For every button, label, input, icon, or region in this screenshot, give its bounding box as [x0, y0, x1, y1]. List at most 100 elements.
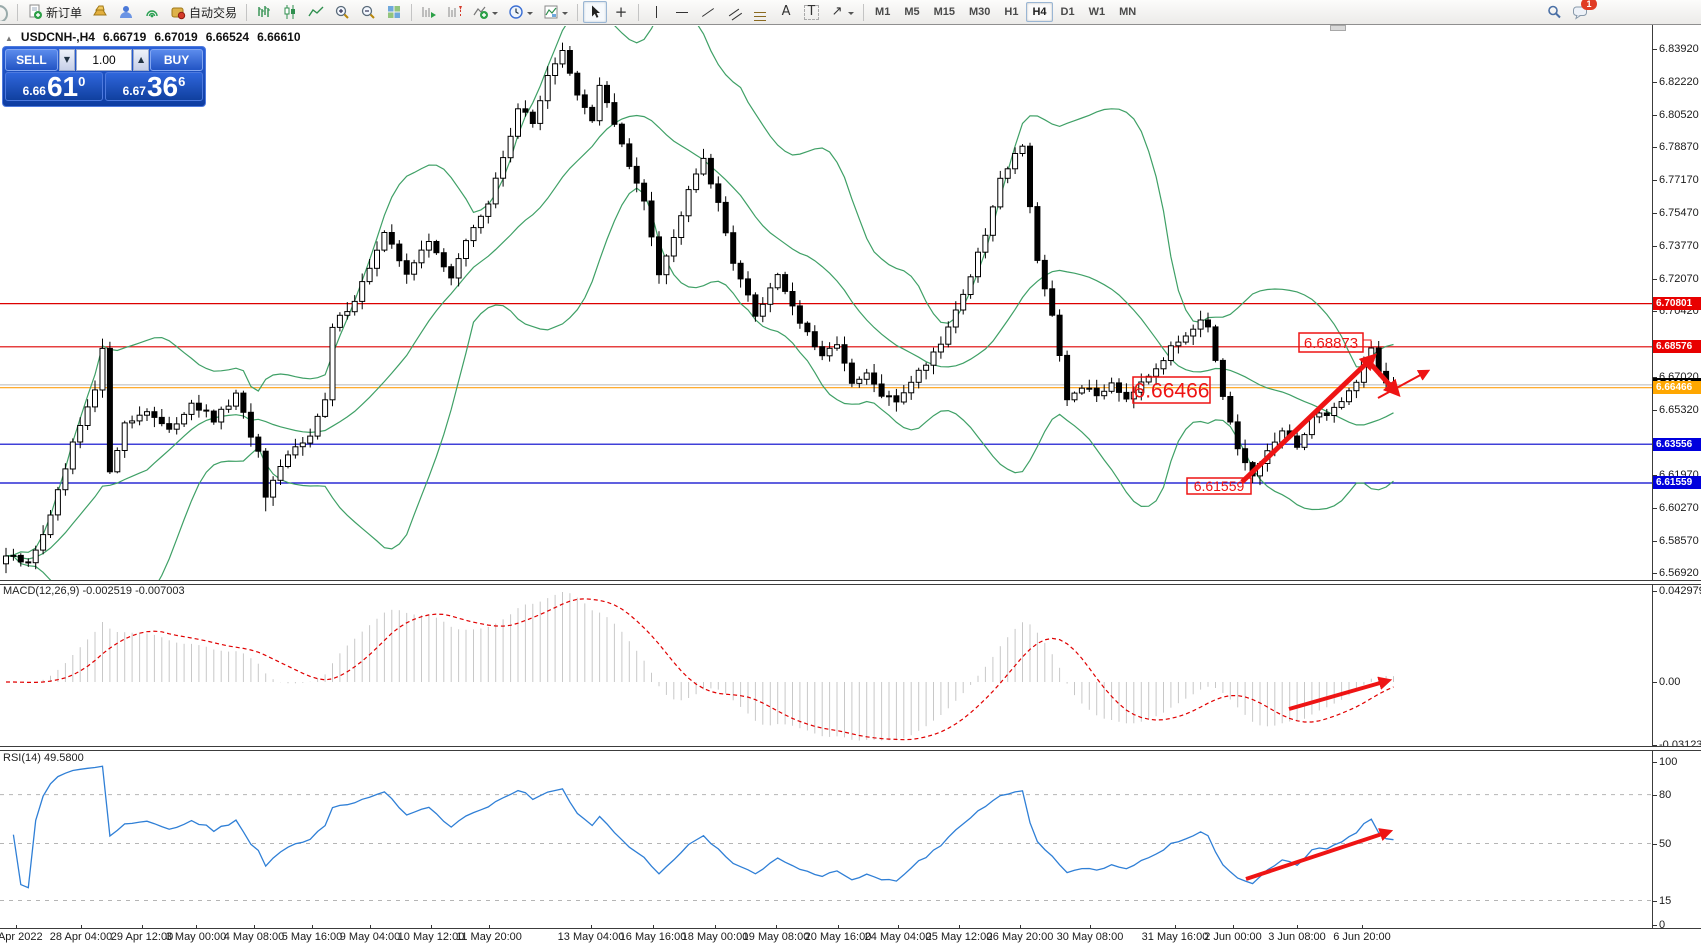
timeframe-h1[interactable]: H1 [1004, 6, 1019, 18]
cursor-tool-button[interactable] [583, 1, 608, 23]
templates-icon [543, 4, 559, 20]
trend-arrow-4[interactable] [1288, 676, 1393, 711]
cursor-icon [587, 4, 603, 20]
auto-scroll-icon [421, 4, 437, 20]
ohlc-high: 6.67019 [154, 30, 198, 44]
ohlc-low: 6.66524 [205, 30, 250, 44]
volume-input[interactable] [76, 49, 132, 71]
price-annotation-text: 6.66466 [1134, 380, 1210, 403]
symbol-title: USDCNH-,H4 [20, 30, 95, 44]
candlestick-chart-button[interactable] [278, 1, 302, 23]
chevron-down-icon [848, 11, 855, 18]
timeframe-m1[interactable]: M1 [875, 6, 891, 18]
pane-splitter-rsi[interactable] [0, 746, 1701, 751]
sell-price-sup: 0 [78, 74, 86, 89]
trendline-tool-button[interactable] [696, 1, 720, 23]
autotrading-label: 自动交易 [189, 5, 238, 20]
fibonacci-icon [752, 4, 768, 20]
main-price-pane[interactable] [0, 8, 1652, 627]
text-label-tool-button[interactable]: T [800, 1, 823, 23]
zoom-out-button[interactable] [356, 1, 380, 23]
line-chart-button[interactable] [304, 1, 328, 23]
tile-windows-icon [386, 4, 402, 20]
candlestick-chart-icon [282, 4, 298, 20]
toolbar-separator [863, 3, 865, 21]
splitter-handle[interactable] [1330, 25, 1346, 31]
autotrading-button[interactable]: 自动交易 [166, 1, 241, 23]
signals-icon [144, 4, 160, 20]
buy-price-big: 36 [146, 71, 179, 102]
bollinger-middle [5, 114, 1394, 560]
timeframe-h4[interactable]: H4 [1026, 2, 1053, 22]
zoom-in-icon [334, 4, 350, 20]
indicators-icon [473, 4, 489, 20]
volume-increase-button[interactable]: ▲ [133, 49, 150, 71]
trend-arrow-3[interactable] [1377, 369, 1431, 399]
toolbar-separator [577, 3, 579, 21]
auto-scroll-button[interactable] [417, 1, 441, 23]
text-icon: A [781, 4, 791, 19]
timeframe-d1[interactable]: D1 [1060, 6, 1075, 18]
accounts-button[interactable] [114, 1, 138, 23]
sell-button[interactable]: SELL [5, 49, 58, 71]
text-tool-button[interactable]: A [774, 1, 798, 23]
sell-price-big: 61 [46, 71, 79, 102]
crosshair-tool-button[interactable]: + [609, 1, 633, 23]
volume-decrease-button[interactable]: ▼ [58, 49, 75, 71]
annotation-anchor-handle[interactable] [1362, 339, 1372, 348]
sell-price-display[interactable]: 6.66 61 0 [5, 72, 103, 101]
new-order-button[interactable]: 新订单 [23, 1, 86, 23]
rsi-pane[interactable] [0, 765, 1652, 901]
chat-button[interactable]: 1 [1568, 0, 1597, 23]
toolbar: 新订单 自动交易 [0, 0, 1701, 25]
buy-price-display[interactable]: 6.67 36 6 [105, 72, 203, 101]
horizontal-line-tool-button[interactable] [670, 1, 694, 23]
bar-chart-button[interactable] [252, 1, 276, 23]
zoom-out-icon [360, 4, 376, 20]
fibonacci-tool-button[interactable] [748, 1, 772, 23]
gold-button[interactable] [88, 1, 112, 23]
rsi-label: RSI(14) 49.5800 [3, 752, 84, 764]
timeframe-m15[interactable]: M15 [933, 6, 955, 18]
periods-button[interactable] [504, 1, 537, 23]
price-annotation-box-6.61559[interactable] [1186, 477, 1252, 495]
equidistant-channel-tool-button[interactable] [722, 1, 746, 23]
macd-pane[interactable] [6, 592, 1394, 741]
annotations-layer[interactable]: 6.68873 6.66466 6.61559 [1132, 332, 1431, 881]
rsi-line [12, 765, 1394, 889]
vertical-line-tool-button[interactable] [644, 1, 668, 23]
trend-arrow-2[interactable] [1367, 360, 1401, 398]
signals-button[interactable] [140, 1, 164, 23]
timeframe-switcher: M1 M5 M15 M30 H1 H4 D1 W1 MN [868, 2, 1143, 22]
indicators-button[interactable] [469, 1, 502, 23]
time-axis-border [0, 928, 1701, 929]
chevron-down-icon [492, 11, 499, 18]
arrows-icon: ↗ [831, 4, 843, 19]
templates-button[interactable] [539, 1, 572, 23]
macd-label: MACD(12,26,9) -0.002519 -0.007003 [3, 585, 185, 597]
chart-shift-button[interactable] [443, 1, 467, 23]
search-button[interactable] [1542, 1, 1566, 23]
trend-arrow-1[interactable] [1240, 353, 1377, 484]
arrows-tool-button[interactable]: ↗ [825, 1, 858, 23]
buy-button[interactable]: BUY [150, 49, 203, 71]
timeframe-mn[interactable]: MN [1119, 6, 1137, 18]
chevron-down-icon [527, 11, 534, 18]
pane-splitter-macd[interactable] [0, 580, 1701, 585]
clipped-icon [0, 3, 13, 21]
zoom-in-button[interactable] [330, 1, 354, 23]
trend-arrow-5[interactable] [1245, 828, 1394, 881]
timeframe-w1[interactable]: W1 [1088, 6, 1106, 18]
timeframe-m30[interactable]: M30 [969, 6, 991, 18]
collapse-ohlc-icon[interactable]: ▲ [5, 34, 13, 43]
price-annotation-box-6.66466[interactable] [1132, 376, 1211, 404]
tile-windows-button[interactable] [382, 1, 406, 23]
horizontal-line-icon [674, 4, 690, 20]
text-label-icon: T [804, 4, 820, 20]
timeframe-m5[interactable]: M5 [904, 6, 920, 18]
gold-icon [92, 4, 108, 20]
toolbar-separator [411, 3, 413, 21]
price-axis-border [1652, 25, 1653, 929]
